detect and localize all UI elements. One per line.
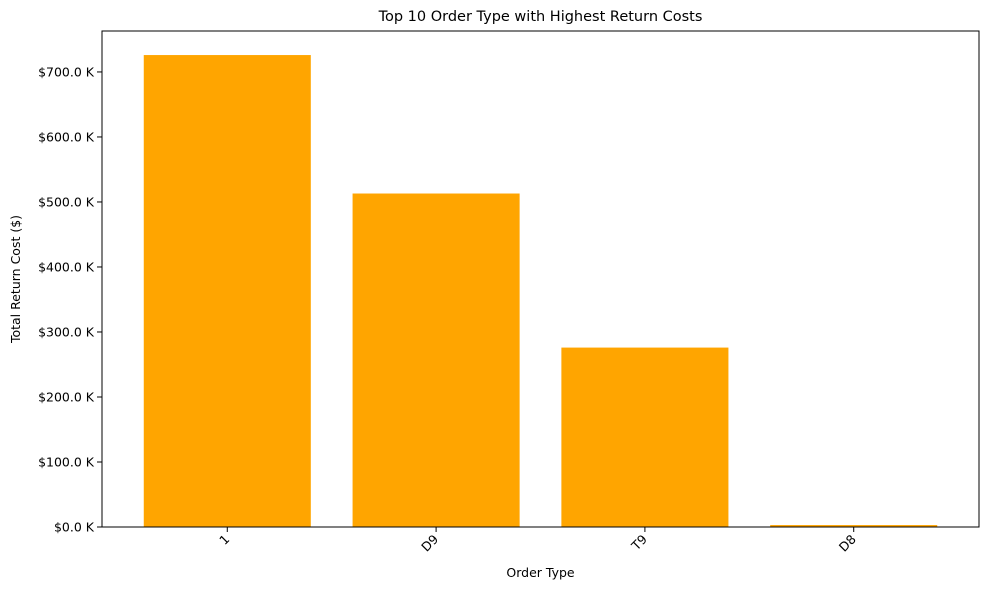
y-tick-label: $600.0 K xyxy=(38,129,95,144)
bars-layer xyxy=(143,55,938,527)
y-tick-label: $700.0 K xyxy=(38,64,95,79)
y-tick-label: $400.0 K xyxy=(38,259,95,274)
x-tick-label: 1 xyxy=(216,532,232,548)
bar-t9 xyxy=(561,347,729,527)
chart-title: Top 10 Order Type with Highest Return Co… xyxy=(378,9,703,25)
bar-d8 xyxy=(770,525,938,527)
x-tick-label: D9 xyxy=(418,531,441,554)
y-axis: $0.0 K $100.0 K $200.0 K $300.0 K $400.0 K $5… xyxy=(38,64,102,535)
x-tick-label: D8 xyxy=(836,531,859,554)
bar-d9 xyxy=(352,193,520,527)
y-axis-label: Total Return Cost ($) xyxy=(8,215,23,344)
y-tick-label: $500.0 K xyxy=(38,194,95,209)
y-tick-label: $200.0 K xyxy=(38,389,95,404)
x-tick-label: T9 xyxy=(628,531,650,553)
y-tick-label: $0.0 K xyxy=(54,520,95,535)
x-axis-label: Order Type xyxy=(506,565,575,580)
y-tick-label: $100.0 K xyxy=(38,454,95,469)
plot-frame xyxy=(101,30,980,528)
x-axis: 1 D9 T9 D8 xyxy=(216,527,859,555)
y-tick-label: $300.0 K xyxy=(38,324,95,339)
bar-1 xyxy=(143,55,311,527)
